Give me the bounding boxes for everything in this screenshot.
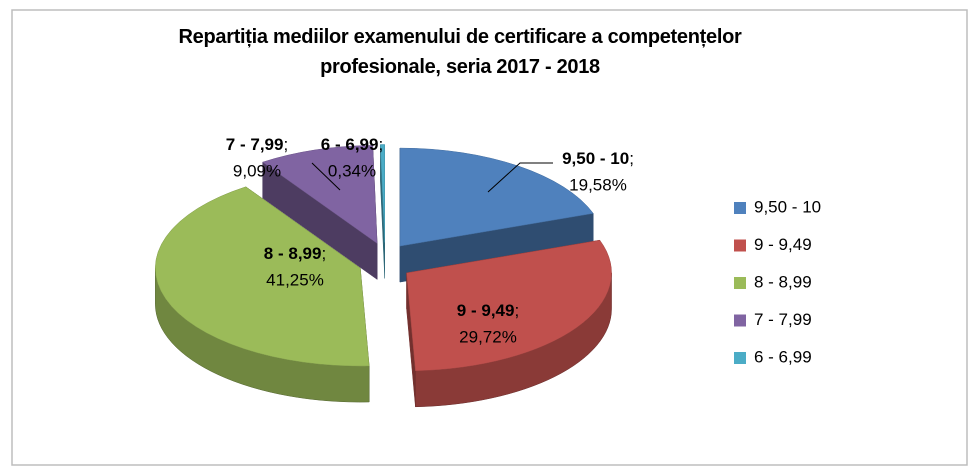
legend-swatch: [734, 277, 746, 289]
legend-swatch: [734, 314, 746, 327]
data-label-value: 0,34%: [328, 161, 376, 180]
data-label-category: 8 - 8,99: [264, 244, 322, 263]
data-label-separator: ;: [321, 244, 326, 263]
data-label-separator: ;: [283, 135, 288, 154]
legend-label: 9,50 - 10: [754, 197, 821, 216]
pie-slice: [399, 147, 594, 247]
pie-slice: [262, 145, 378, 244]
data-label: 9,50 - 10;: [562, 149, 634, 168]
data-label-value: 9,09%: [233, 161, 281, 180]
data-label: 7 - 7,99;: [226, 135, 288, 154]
leader-line: [311, 162, 341, 191]
pie-slice: [155, 186, 370, 367]
data-label: 9 - 9,49;: [457, 301, 519, 320]
data-label-separator: ;: [629, 149, 634, 168]
data-label-category: 9 - 9,49: [457, 301, 515, 320]
data-label: 8 - 8,99;: [264, 244, 326, 263]
leader-line: [487, 162, 553, 193]
data-label-category: 9,50 - 10: [562, 149, 629, 168]
data-label-value: 41,25%: [266, 270, 324, 289]
legend-label: 7 - 7,99: [754, 310, 812, 329]
legend-swatch: [734, 352, 746, 364]
legend-label: 6 - 6,99: [754, 347, 812, 366]
data-label: 6 - 6,99;: [321, 135, 383, 154]
chart-title: Repartiția mediilor examenului de certif…: [178, 26, 742, 78]
pie-slice: [380, 144, 385, 243]
slice-tops: [155, 144, 612, 372]
legend-label: 9 - 9,49: [754, 235, 812, 254]
data-label-category: 6 - 6,99: [321, 135, 379, 154]
data-label-separator: ;: [514, 301, 519, 320]
data-label-value: 19,58%: [569, 175, 627, 194]
data-label-value: 29,72%: [459, 327, 517, 346]
data-label-separator: ;: [378, 135, 383, 154]
legend-swatch: [734, 202, 746, 214]
pie-slice: [406, 239, 612, 372]
data-label-category: 7 - 7,99: [226, 135, 284, 154]
legend-swatch: [734, 239, 746, 252]
legend-label: 8 - 8,99: [754, 272, 812, 291]
